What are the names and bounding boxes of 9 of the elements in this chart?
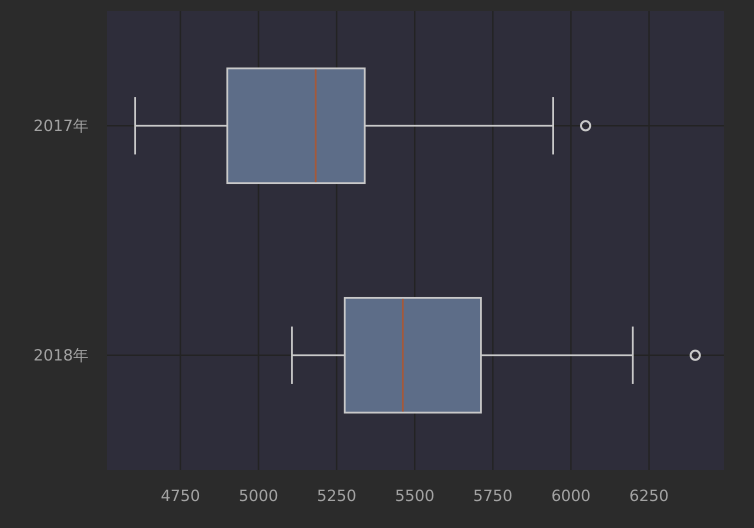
y-tick-label: 2018年 xyxy=(34,346,89,365)
x-tick-label: 5750 xyxy=(473,487,513,505)
x-tick-label: 5250 xyxy=(316,487,356,505)
x-tick-label: 5000 xyxy=(238,487,278,505)
x-tick-label: 5500 xyxy=(394,487,434,505)
x-tick-label: 6000 xyxy=(551,487,591,505)
y-tick-label: 2017年 xyxy=(34,117,89,136)
x-tick-label: 4750 xyxy=(160,487,200,505)
x-tick-label: 6250 xyxy=(629,487,669,505)
